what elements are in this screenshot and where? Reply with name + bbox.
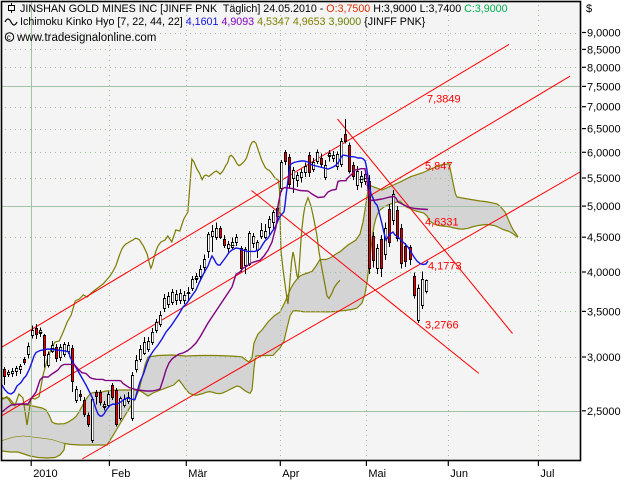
svg-text:9,0000: 9,0000 <box>587 28 621 40</box>
svg-text:Jul: Jul <box>540 468 554 480</box>
svg-text:3,2766: 3,2766 <box>425 320 459 332</box>
svg-text:2010: 2010 <box>33 468 57 480</box>
svg-text:c: c <box>7 33 11 42</box>
svg-text:Apr: Apr <box>282 468 299 480</box>
svg-text:4,0000: 4,0000 <box>587 267 621 279</box>
svg-text:4,5000: 4,5000 <box>587 232 621 244</box>
svg-text:$: $ <box>586 3 592 15</box>
svg-text:7,5000: 7,5000 <box>587 81 621 93</box>
svg-text:Mai: Mai <box>368 468 386 480</box>
svg-text:www.tradesignalonline.com: www.tradesignalonline.com <box>16 32 156 44</box>
svg-text:4,6331: 4,6331 <box>425 217 459 229</box>
svg-text:2,5000: 2,5000 <box>587 406 621 418</box>
svg-text:Feb: Feb <box>111 468 130 480</box>
svg-text:5,847: 5,847 <box>425 161 453 173</box>
svg-text:8,0000: 8,0000 <box>587 62 621 74</box>
svg-text:8,5000: 8,5000 <box>587 44 621 56</box>
svg-text:7,0000: 7,0000 <box>587 102 621 114</box>
svg-text:7,3849: 7,3849 <box>427 94 461 106</box>
svg-text:6,5000: 6,5000 <box>587 124 621 136</box>
svg-text:5,0000: 5,0000 <box>587 201 621 213</box>
svg-text:4,1773: 4,1773 <box>428 261 462 273</box>
svg-text:6,0000: 6,0000 <box>587 147 621 159</box>
svg-text:JINSHAN GOLD MINES INC [JINFF: JINSHAN GOLD MINES INC [JINFF PNK Täglic… <box>20 3 508 15</box>
svg-text:Jun: Jun <box>450 468 468 480</box>
svg-text:3,0000: 3,0000 <box>587 352 621 364</box>
svg-text:Mär: Mär <box>188 468 207 480</box>
svg-text:3,5000: 3,5000 <box>587 306 621 318</box>
svg-text:5,5000: 5,5000 <box>587 173 621 185</box>
svg-text:Ichimoku Kinko Hyo [7, 22, 44,: Ichimoku Kinko Hyo [7, 22, 44, 22] 4,160… <box>20 16 426 28</box>
